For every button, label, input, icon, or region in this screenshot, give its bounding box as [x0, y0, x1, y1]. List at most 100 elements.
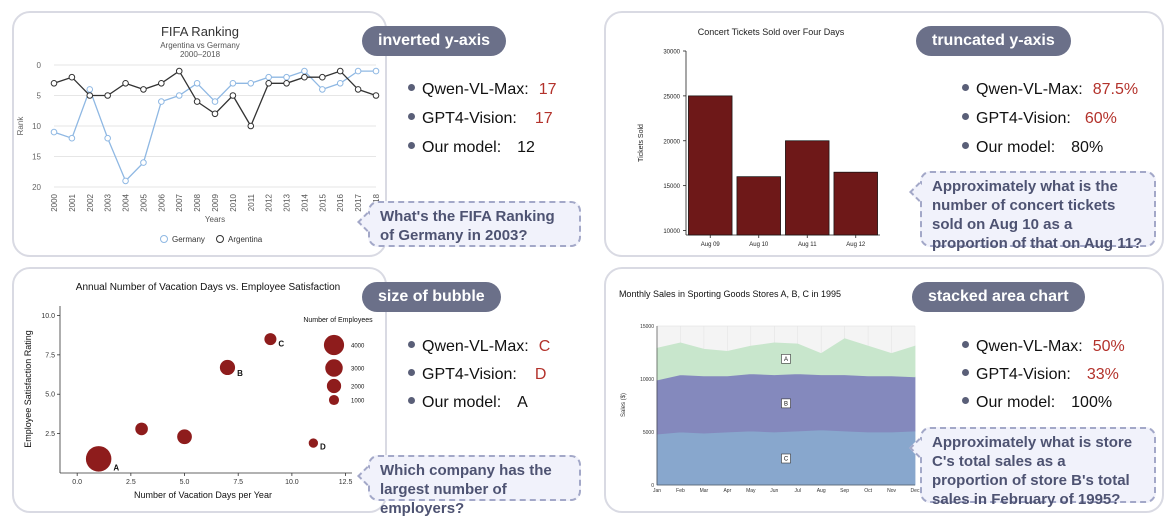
y-axis-label: Employee Satisfaction Rating — [23, 330, 33, 448]
x-tick-label: 2004 — [122, 193, 131, 211]
x-tick-label: 2008 — [193, 193, 202, 211]
model-answer: 87.5% — [1092, 81, 1139, 98]
data-point-argentina — [104, 92, 111, 99]
fifa-ranking-chart: FIFA Ranking Argentina vs Germany2000–201… — [16, 24, 381, 244]
x-tick-label: Aug 09 — [701, 242, 721, 248]
bubble-label: B — [237, 369, 243, 378]
x-tick-label: Oct — [864, 488, 872, 494]
bubble-point — [135, 422, 148, 436]
x-tick-label: 2002 — [86, 193, 95, 211]
x-axis-label: Number of Vacation Days per Year — [134, 490, 272, 500]
model-name: Our model: — [976, 394, 1056, 411]
result-row: Our model: 12 — [408, 138, 535, 158]
question-bubble: Which company has the largest number of … — [357, 455, 581, 517]
legend-marker — [216, 235, 224, 243]
data-point-germany — [354, 67, 362, 75]
data-point-argentina — [319, 73, 326, 81]
model-answer: 100% — [1071, 394, 1113, 411]
question-bubble: Approximately what is the number of conc… — [909, 171, 1156, 252]
x-tick-label: 2012 — [265, 193, 274, 211]
data-point-germany — [229, 80, 237, 87]
size-legend-label: 1000 — [351, 399, 365, 405]
question-text: Approximately what is store C's total sa… — [932, 434, 1133, 508]
area-label-box — [781, 453, 791, 464]
model-name: Our model: — [976, 139, 1056, 156]
tag-size-of-bubble: size of bubble — [362, 282, 501, 312]
y-tick-label: 5.0 — [45, 392, 55, 399]
y-tick-label: 10000 — [640, 377, 654, 383]
bubble-point — [177, 429, 192, 445]
bullet-icon — [408, 341, 415, 349]
bullet-icon — [962, 341, 969, 349]
model-name: Qwen-VL-Max: — [976, 338, 1083, 355]
question-text: What's the FIFA Ranking of Germany in 20… — [380, 208, 555, 244]
y-tick-label: 5 — [37, 92, 42, 101]
question-bubble: Approximately what is store C's total sa… — [909, 427, 1156, 508]
area-label: C — [784, 457, 789, 463]
data-point-germany — [372, 67, 380, 75]
x-tick-label: 2014 — [300, 193, 309, 211]
model-answer: C — [538, 338, 551, 355]
x-tick-label: Nov — [887, 488, 896, 494]
result-row: Our model: 80% — [962, 138, 1103, 158]
x-tick-label: Jun — [770, 488, 778, 494]
model-answer: 60% — [1084, 110, 1117, 127]
data-point-argentina — [122, 80, 129, 87]
data-point-germany — [265, 73, 272, 81]
chart-subtitle: Argentina vs Germany — [160, 41, 240, 50]
chart-title: Concert Tickets Sold over Four Days — [698, 27, 845, 37]
bullet-icon — [408, 84, 415, 92]
x-tick-label: Mar — [700, 488, 709, 494]
y-axis-label: Rank — [16, 116, 25, 136]
bullet-icon — [962, 113, 969, 121]
y-tick-label: 25000 — [663, 94, 680, 100]
bullet-icon — [408, 113, 415, 121]
model-answer: D — [534, 366, 547, 383]
data-point-germany — [122, 177, 129, 185]
data-point-germany — [193, 80, 201, 87]
question-text: Approximately what is the number of conc… — [932, 178, 1143, 252]
data-point-argentina — [372, 92, 380, 99]
x-tick-label: 2010 — [229, 193, 238, 211]
x-tick-label: Dec — [911, 488, 920, 494]
result-row: GPT4-Vision: D — [408, 365, 546, 385]
data-point-germany — [283, 73, 290, 81]
legend-label: Argentina — [228, 235, 263, 244]
legend-marker — [160, 235, 168, 243]
data-point-argentina — [140, 86, 147, 93]
model-name: GPT4-Vision: — [976, 110, 1071, 127]
y-tick-label: 5000 — [643, 430, 654, 436]
x-tick-label: 12.5 — [339, 479, 353, 486]
data-point-argentina — [50, 80, 58, 87]
model-answer: 80% — [1071, 139, 1104, 156]
data-point-argentina — [158, 80, 165, 87]
x-tick-label: 2007 — [175, 193, 184, 211]
sporting-goods-area-chart: Monthly Sales in Sporting Goods Stores A… — [619, 289, 920, 494]
model-name: Qwen-VL-Max: — [422, 81, 529, 98]
bubble-label: A — [113, 464, 119, 473]
model-answer: 33% — [1086, 366, 1119, 383]
y-axis-label: Tickets Sold — [638, 124, 645, 162]
model-name: Our model: — [422, 394, 502, 411]
y-tick-label: 15000 — [663, 184, 680, 190]
data-point-argentina — [283, 80, 290, 87]
x-tick-label: 2017 — [354, 193, 363, 211]
y-tick-label: 2.5 — [45, 431, 55, 438]
x-tick-label: 2006 — [157, 193, 166, 211]
model-name: Our model: — [422, 139, 502, 156]
chart-title: Annual Number of Vacation Days vs. Emplo… — [76, 282, 340, 293]
x-tick-label: Aug 11 — [798, 242, 817, 248]
data-point-argentina — [68, 73, 76, 81]
size-legend-bubble — [325, 359, 343, 377]
y-axis-label: Sales ($) — [621, 393, 627, 417]
area-label-box — [781, 354, 791, 364]
chart-title: Monthly Sales in Sporting Goods Stores A… — [619, 289, 841, 299]
bullet-icon — [408, 142, 415, 150]
x-tick-label: Feb — [676, 488, 685, 494]
bullet-icon — [408, 397, 415, 405]
panel-vacation — [12, 267, 387, 513]
data-point-germany — [68, 134, 76, 142]
x-tick-label: 5.0 — [180, 479, 190, 486]
tag-truncated-y-axis: truncated y-axis — [916, 26, 1071, 56]
x-tick-label: 2011 — [247, 193, 256, 211]
